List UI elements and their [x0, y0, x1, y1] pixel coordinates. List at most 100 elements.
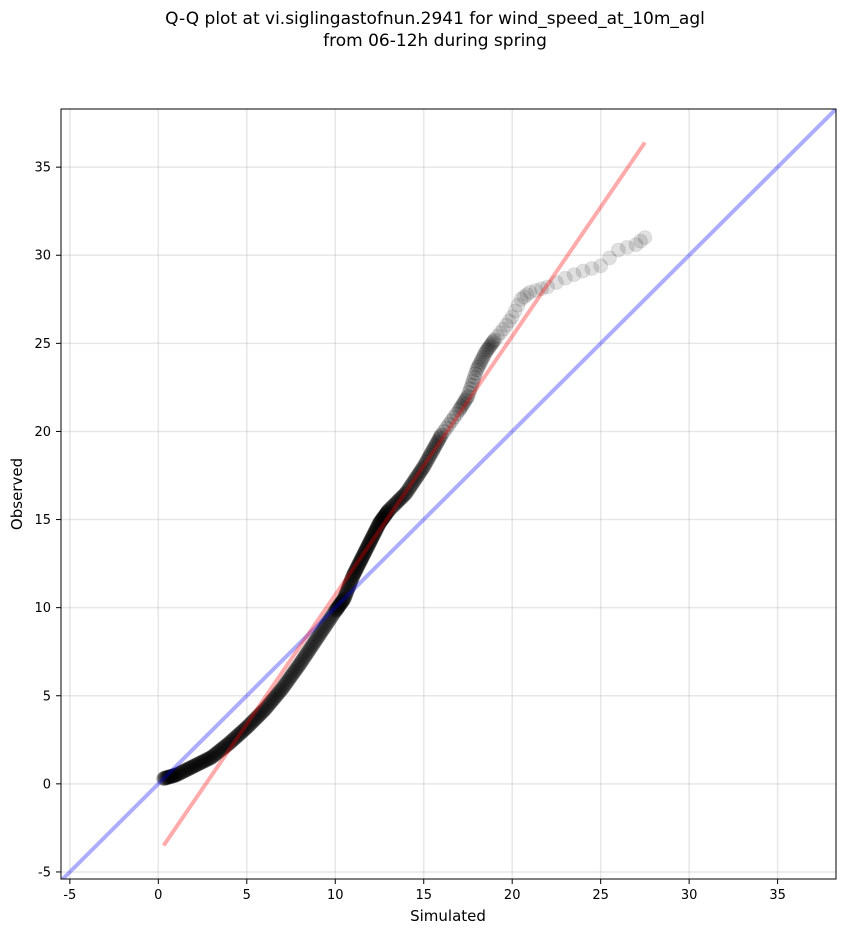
- y-tick-label: 10: [34, 601, 51, 616]
- quantile-point: [481, 339, 497, 355]
- quantile-point: [156, 771, 172, 787]
- quantile-point: [444, 413, 460, 429]
- quantile-point: [187, 758, 203, 774]
- quantile-point: [353, 553, 369, 569]
- y-tick-label: 20: [34, 425, 51, 440]
- quantile-point: [354, 549, 370, 565]
- quantile-point: [157, 770, 173, 786]
- quantile-point: [361, 535, 377, 551]
- quantile-point: [182, 760, 198, 776]
- x-tick-label: 35: [769, 888, 786, 903]
- quantile-point: [365, 528, 381, 544]
- quantile-point: [432, 429, 448, 445]
- quantile-point: [328, 602, 344, 618]
- quantile-point: [245, 713, 261, 729]
- quantile-point: [173, 765, 189, 781]
- quantile-point: [301, 643, 317, 659]
- quantile-point: [311, 628, 327, 644]
- y-axis-ticks: -5 0 5 10 15 20 25 30 35: [34, 161, 61, 880]
- quantile-point: [244, 714, 260, 730]
- quantile-point: [430, 434, 446, 450]
- quantile-point: [226, 731, 242, 747]
- quantile-point: [387, 496, 403, 512]
- quantile-point: [174, 764, 190, 780]
- quantile-point: [465, 373, 481, 389]
- quantile-point: [548, 275, 564, 291]
- quantile-point: [375, 510, 391, 526]
- quantile-point: [315, 622, 331, 638]
- quantile-point: [365, 529, 381, 545]
- quantile-point: [358, 542, 374, 558]
- quantile-point: [234, 724, 250, 740]
- quantile-point: [513, 291, 529, 307]
- quantile-point: [352, 554, 368, 570]
- quantile-point: [510, 297, 526, 313]
- x-tick-label: -5: [63, 888, 76, 903]
- grid-lines: [61, 109, 836, 879]
- quantile-point: [321, 613, 337, 629]
- quantile-point: [371, 516, 387, 532]
- quantile-point: [277, 677, 293, 693]
- quantile-point: [374, 512, 390, 528]
- quantile-point: [178, 762, 194, 778]
- quantile-point: [584, 260, 600, 276]
- quantile-point: [456, 394, 472, 410]
- quantile-point: [619, 239, 635, 255]
- quantile-point: [307, 633, 323, 649]
- x-tick-label: 15: [415, 888, 432, 903]
- quantile-point: [427, 438, 443, 454]
- quantile-point: [192, 755, 208, 771]
- quantile-point: [476, 347, 492, 363]
- quantile-point: [289, 660, 305, 676]
- quantile-point: [349, 559, 365, 575]
- quantile-point: [334, 594, 350, 610]
- quantile-point: [344, 570, 360, 586]
- quantile-point: [466, 369, 482, 385]
- quantile-point: [221, 735, 237, 751]
- quantile-point: [540, 279, 556, 295]
- quantile-point: [265, 691, 281, 707]
- quantile-point: [343, 573, 359, 589]
- x-tick-label: 5: [243, 888, 251, 903]
- quantile-point: [334, 593, 350, 609]
- quantile-point: [478, 344, 494, 360]
- quantile-point: [339, 583, 355, 599]
- quantile-point: [632, 233, 648, 249]
- quantile-point: [357, 544, 373, 560]
- quantile-point: [203, 749, 219, 765]
- quantile-point: [299, 645, 315, 661]
- quantile-point: [351, 557, 367, 573]
- quantile-point: [426, 441, 442, 457]
- quantile-point: [171, 766, 187, 782]
- quantile-point: [342, 574, 358, 590]
- y-axis-label: Observed: [8, 458, 26, 530]
- quantile-point: [235, 723, 251, 739]
- quantile-point: [360, 538, 376, 554]
- quantile-point: [327, 603, 343, 619]
- quantile-point: [267, 690, 283, 706]
- quantile-point: [248, 711, 264, 727]
- quantile-point: [336, 591, 352, 607]
- quantile-point: [373, 512, 389, 528]
- quantile-point: [310, 630, 326, 646]
- quantile-point: [229, 729, 245, 745]
- quantile-point: [370, 519, 386, 535]
- quantile-point: [449, 406, 465, 422]
- quantile-point: [214, 741, 230, 757]
- quantile-point: [366, 525, 382, 541]
- quantile-point: [172, 765, 188, 781]
- quantile-point: [250, 708, 266, 724]
- quantile-point: [323, 609, 339, 625]
- quantile-point: [256, 702, 272, 718]
- quantile-point: [165, 768, 181, 784]
- quantile-point: [371, 515, 387, 531]
- quantile-point: [268, 688, 284, 704]
- quantile-point: [337, 589, 353, 605]
- quantile-point: [264, 693, 280, 709]
- quantile-point: [262, 696, 278, 712]
- quantile-point: [385, 498, 401, 514]
- quantile-point: [239, 719, 255, 735]
- y-tick-label: 5: [43, 689, 51, 704]
- quantile-point: [446, 409, 462, 425]
